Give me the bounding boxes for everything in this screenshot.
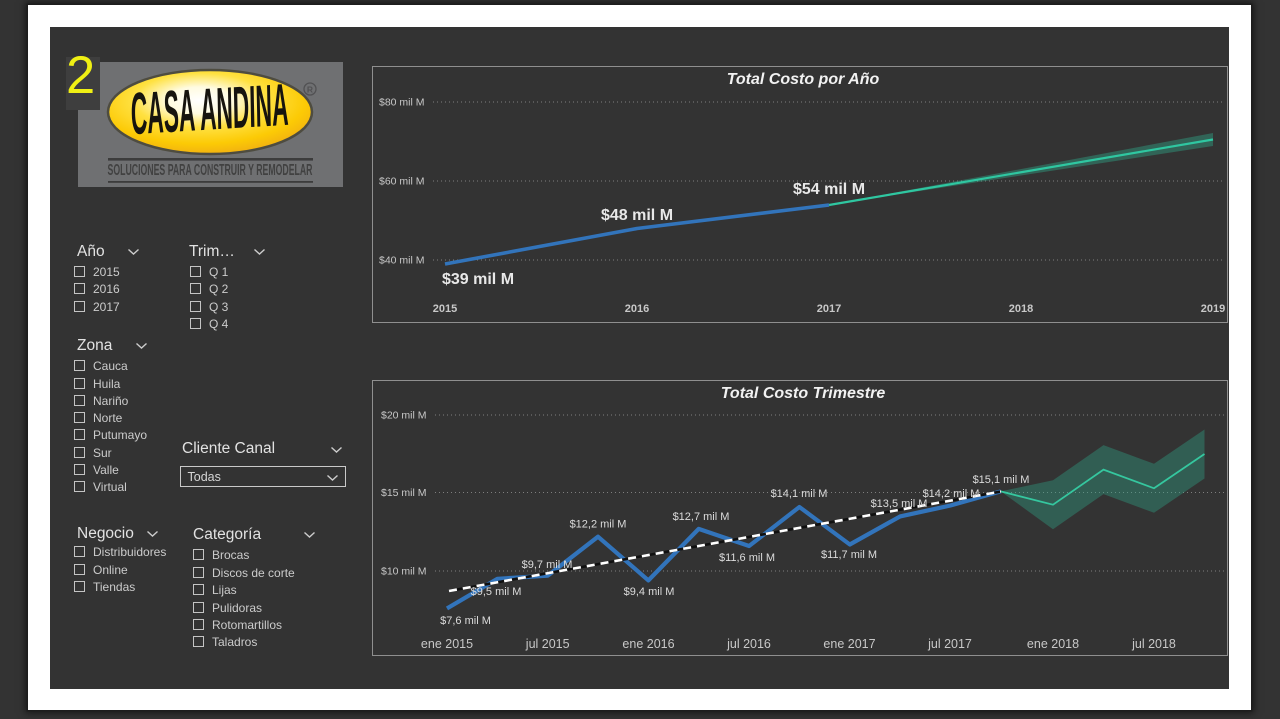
svg-text:$39 mil M: $39 mil M xyxy=(442,271,514,288)
svg-text:$7,6 mil M: $7,6 mil M xyxy=(440,615,491,627)
svg-text:ene 2017: ene 2017 xyxy=(823,637,875,651)
svg-text:2016: 2016 xyxy=(625,303,649,315)
svg-text:$14,2 mil M: $14,2 mil M xyxy=(923,488,980,500)
svg-text:$10 mil M: $10 mil M xyxy=(381,566,427,578)
svg-text:$54 mil M: $54 mil M xyxy=(793,181,865,198)
svg-text:jul 2016: jul 2016 xyxy=(726,637,771,651)
svg-text:R: R xyxy=(307,85,313,95)
svg-text:$9,5 mil M: $9,5 mil M xyxy=(471,586,522,598)
svg-text:$20 mil M: $20 mil M xyxy=(381,410,427,422)
svg-text:jul 2015: jul 2015 xyxy=(525,637,570,651)
svg-text:Total Costo por Año: Total Costo por Año xyxy=(727,71,880,88)
svg-text:$13,5 mil M: $13,5 mil M xyxy=(871,498,928,510)
svg-text:SOLUCIONES PARA CONSTRUIR Y RE: SOLUCIONES PARA CONSTRUIR Y REMODELAR xyxy=(108,162,313,179)
svg-text:2017: 2017 xyxy=(817,303,841,315)
svg-text:$9,4 mil M: $9,4 mil M xyxy=(624,586,675,598)
svg-text:$11,7 mil M: $11,7 mil M xyxy=(821,549,877,561)
svg-text:Total Costo Trimestre: Total Costo Trimestre xyxy=(721,385,886,402)
svg-text:$15 mil M: $15 mil M xyxy=(381,487,427,499)
svg-text:$11,6 mil M: $11,6 mil M xyxy=(719,552,775,564)
svg-text:CASA ANDINA: CASA ANDINA xyxy=(130,72,289,148)
svg-text:$48 mil M: $48 mil M xyxy=(601,207,673,224)
svg-text:$9,7 mil M: $9,7 mil M xyxy=(522,559,573,571)
svg-text:$40 mil M: $40 mil M xyxy=(379,255,425,267)
svg-text:2018: 2018 xyxy=(1009,303,1033,315)
svg-text:2015: 2015 xyxy=(433,303,457,315)
svg-text:$12,7 mil M: $12,7 mil M xyxy=(673,511,730,523)
svg-text:$80 mil M: $80 mil M xyxy=(379,97,425,109)
svg-text:ene 2016: ene 2016 xyxy=(622,637,674,651)
svg-text:$60 mil M: $60 mil M xyxy=(379,176,425,188)
svg-text:ene 2018: ene 2018 xyxy=(1027,637,1079,651)
svg-text:$12,2 mil M: $12,2 mil M xyxy=(570,519,627,531)
svg-text:ene 2015: ene 2015 xyxy=(421,637,473,651)
svg-text:jul 2017: jul 2017 xyxy=(927,637,972,651)
svg-text:2019: 2019 xyxy=(1201,303,1225,315)
svg-text:jul 2018: jul 2018 xyxy=(1131,637,1176,651)
svg-text:$14,1 mil M: $14,1 mil M xyxy=(771,488,828,500)
svg-text:$15,1 mil M: $15,1 mil M xyxy=(973,474,1030,486)
